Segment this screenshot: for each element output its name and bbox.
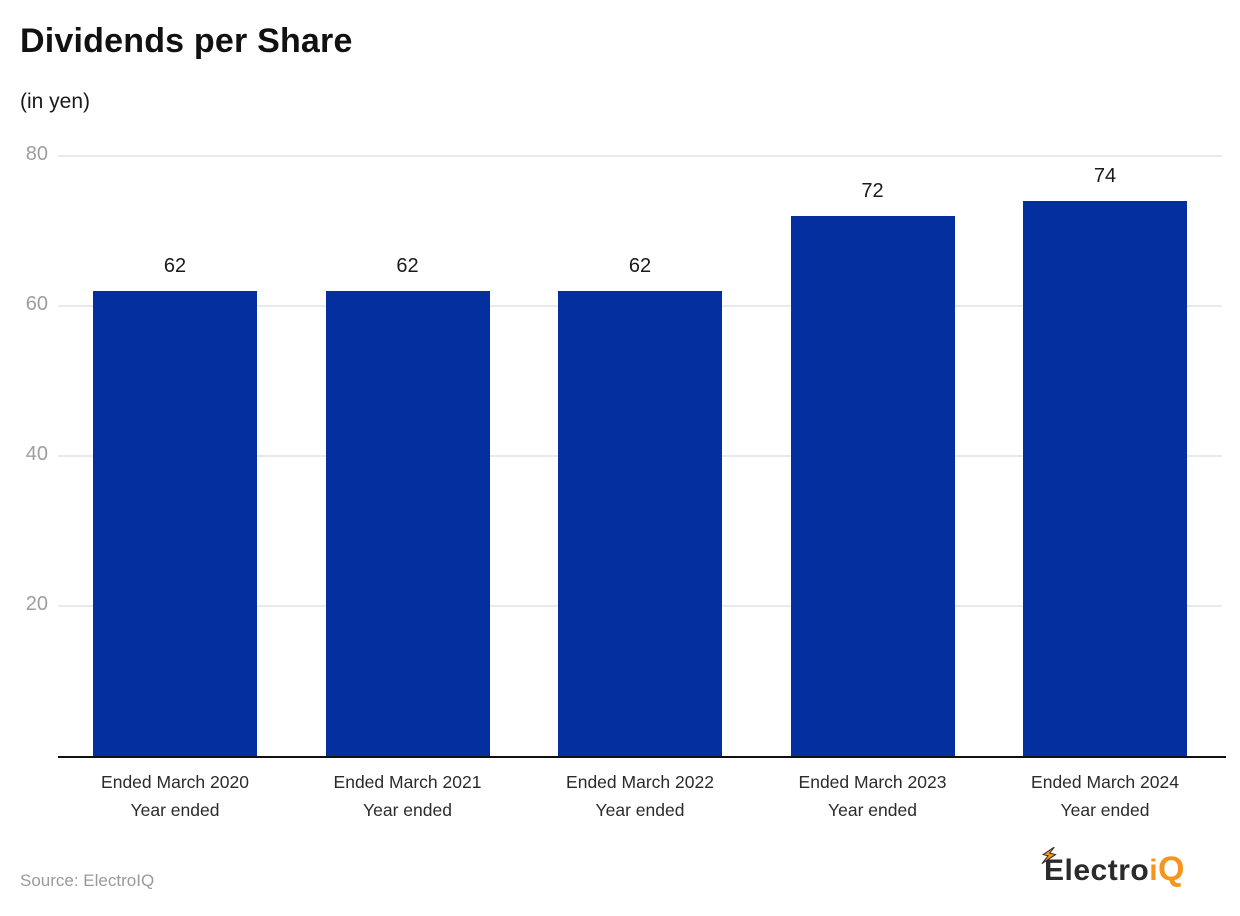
bar bbox=[1023, 201, 1187, 756]
logo-text-prefix: Electro bbox=[1043, 854, 1150, 887]
x-axis-tick-label: Ended March 2020 Year ended bbox=[55, 768, 295, 824]
bar bbox=[558, 291, 722, 756]
bar-value-label: 74 bbox=[1093, 165, 1117, 187]
logo-text-q: Q bbox=[1158, 850, 1185, 888]
x-axis-tick-label: Ended March 2023 Year ended bbox=[753, 768, 993, 824]
x-tick-line1: Ended March 2024 bbox=[1031, 772, 1179, 792]
bar bbox=[93, 291, 257, 756]
bar bbox=[790, 216, 955, 756]
x-tick-line1: Ended March 2022 bbox=[566, 772, 714, 792]
x-axis-tick-label: Ended March 2024 Year ended bbox=[985, 768, 1225, 824]
lightning-bolt-icon bbox=[1041, 840, 1057, 874]
logo-text-i: i bbox=[1149, 854, 1159, 887]
x-tick-line2: Year ended bbox=[130, 800, 220, 820]
x-tick-line2: Year ended bbox=[595, 800, 685, 820]
page-title: Dividends per Share bbox=[20, 22, 353, 60]
electroiq-logo: ElectroiQ bbox=[1041, 846, 1185, 889]
source-credit: Source: ElectroIQ bbox=[20, 871, 155, 890]
bar-value-label: 62 bbox=[628, 255, 652, 277]
y-axis-tick-label: 40 bbox=[25, 443, 48, 465]
y-axis-tick-label: 60 bbox=[25, 293, 48, 315]
x-axis-line bbox=[58, 756, 1226, 758]
bar bbox=[325, 291, 490, 756]
bar-value-label: 62 bbox=[396, 255, 419, 277]
x-axis-tick-label: Ended March 2021 Year ended bbox=[288, 768, 528, 824]
x-tick-line1: Ended March 2021 bbox=[333, 772, 482, 792]
chart-subtitle: (in yen) bbox=[20, 90, 91, 113]
x-axis-tick-label: Ended March 2022 Year ended bbox=[520, 768, 760, 824]
x-tick-line2: Year ended bbox=[363, 800, 452, 820]
gridline bbox=[58, 155, 1222, 157]
x-tick-line2: Year ended bbox=[1060, 800, 1150, 820]
x-tick-line2: Year ended bbox=[828, 800, 917, 820]
bar-value-label: 62 bbox=[163, 255, 187, 277]
bar-value-label: 72 bbox=[861, 180, 884, 202]
x-tick-line1: Ended March 2023 bbox=[798, 772, 947, 792]
x-tick-line1: Ended March 2020 bbox=[101, 772, 249, 792]
y-axis-tick-label: 20 bbox=[25, 593, 48, 615]
y-axis-tick-label: 80 bbox=[25, 143, 48, 165]
